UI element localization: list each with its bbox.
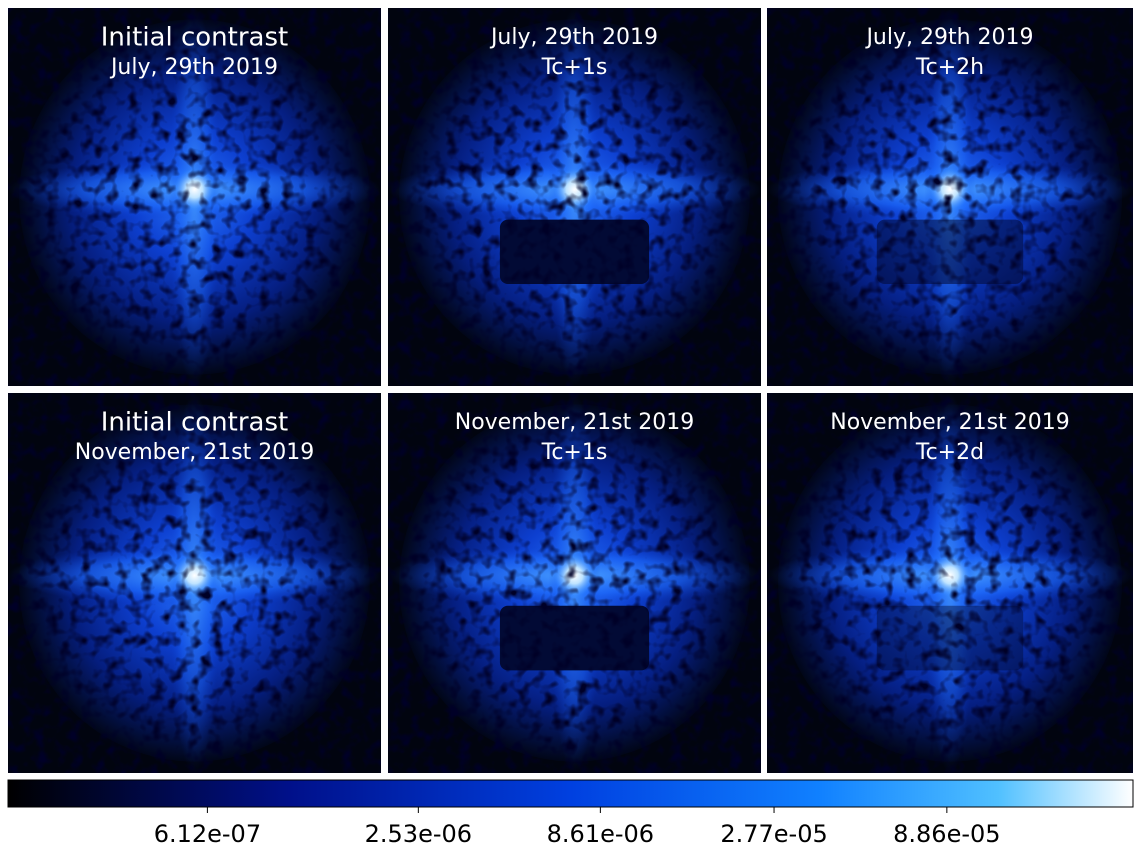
image-panel: [767, 393, 1133, 773]
speckle-texture: [8, 393, 381, 773]
panel-label: Tc+1s: [541, 440, 608, 465]
panel-label: Initial contrast: [101, 23, 288, 53]
image-panel: [8, 393, 381, 773]
panel-label: Tc+2d: [915, 440, 984, 465]
colorbar-tick-label: 2.77e-05: [720, 820, 827, 848]
colorbar: 6.12e-07 2.53e-06 8.61e-06 2.77e-05 8.86e-05: [7, 779, 1134, 848]
panel-label: July, 29th 2019: [489, 25, 658, 50]
speckle-texture: [388, 8, 761, 386]
colorbar-gradient: [7, 779, 1134, 808]
colorbar-tick-label: 6.12e-07: [154, 820, 261, 848]
speckle-texture: [8, 8, 381, 386]
colorbar-tick-label: 8.86e-05: [893, 820, 1000, 848]
colorbar-tick-label: 2.53e-06: [365, 820, 472, 848]
panel-label: Initial contrast: [101, 408, 288, 438]
colorbar-tick-label: 8.61e-06: [547, 820, 654, 848]
panel-label: November, 21st 2019: [455, 410, 695, 435]
panel-label: July, 29th 2019: [864, 25, 1033, 50]
speckle-texture: [388, 393, 761, 773]
panel-label: November, 21st 2019: [830, 410, 1070, 435]
panel-label: July, 29th 2019: [109, 55, 278, 80]
image-panel: [388, 393, 761, 773]
image-panel: [8, 8, 381, 386]
image-panel: [767, 8, 1133, 386]
panel-label: November, 21st 2019: [75, 440, 315, 465]
image-panel: [388, 8, 761, 386]
speckle-texture: [767, 8, 1133, 386]
panel-label: Tc+1s: [541, 55, 608, 80]
speckle-texture: [767, 393, 1133, 773]
panel-label: Tc+2h: [915, 55, 984, 80]
